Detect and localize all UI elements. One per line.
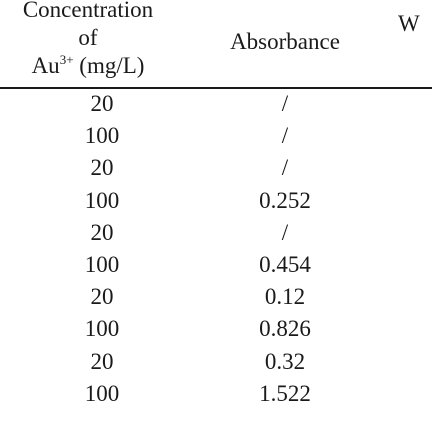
table-row: 100 0.826 xyxy=(0,313,432,345)
table-row: 20 / xyxy=(0,217,432,249)
cell-concentration: 20 xyxy=(90,155,114,181)
table-row: 20 / xyxy=(0,88,432,120)
cell-concentration: 20 xyxy=(90,284,114,310)
cell-absorbance: 0.826 xyxy=(259,316,311,342)
cell-absorbance: 0.252 xyxy=(259,187,311,213)
table-row: 100 1.522 xyxy=(0,378,432,410)
header-absorbance: Absorbance xyxy=(230,29,340,54)
header-third-column-partial: W xyxy=(398,11,420,36)
header-concentration-element: Au xyxy=(31,53,60,78)
cell-absorbance: / xyxy=(281,219,289,245)
table-row: 20 0.12 xyxy=(0,281,432,313)
cell-absorbance: 0.32 xyxy=(264,348,306,374)
table-row: 100 0.454 xyxy=(0,249,432,281)
cell-absorbance: 0.12 xyxy=(264,284,306,310)
cell-concentration: 20 xyxy=(90,91,114,116)
cell-absorbance: / xyxy=(281,91,289,116)
header-rule xyxy=(0,87,432,89)
cell-concentration: 100 xyxy=(84,187,120,213)
cell-concentration: 100 xyxy=(84,380,120,406)
cell-concentration: 100 xyxy=(84,316,120,342)
cell-concentration: 20 xyxy=(90,348,114,374)
header-concentration-line3: Au3+ (mg/L) xyxy=(0,52,176,80)
table-body: 20 / 100 / 20 / 100 0.252 20 / 100 0.454… xyxy=(0,88,432,410)
table-row: 100 / xyxy=(0,120,432,152)
table-row: 100 0.252 xyxy=(0,185,432,217)
header-concentration: Concentration of Au3+ (mg/L) xyxy=(0,0,176,80)
table-row: 20 / xyxy=(0,152,432,184)
header-concentration-line1: Concentration xyxy=(22,0,154,22)
cell-concentration: 20 xyxy=(90,219,114,245)
header-concentration-unit: (mg/L) xyxy=(73,53,145,78)
cell-absorbance: 0.454 xyxy=(259,251,311,277)
table-row: 20 0.32 xyxy=(0,346,432,378)
cell-absorbance: 1.522 xyxy=(259,380,311,406)
cell-concentration: 100 xyxy=(84,123,120,149)
header-concentration-line2: of xyxy=(78,25,98,50)
cell-absorbance: / xyxy=(281,123,289,149)
header-concentration-charge: 3+ xyxy=(59,52,74,67)
cell-absorbance: / xyxy=(281,155,289,181)
cell-concentration: 100 xyxy=(84,251,120,277)
